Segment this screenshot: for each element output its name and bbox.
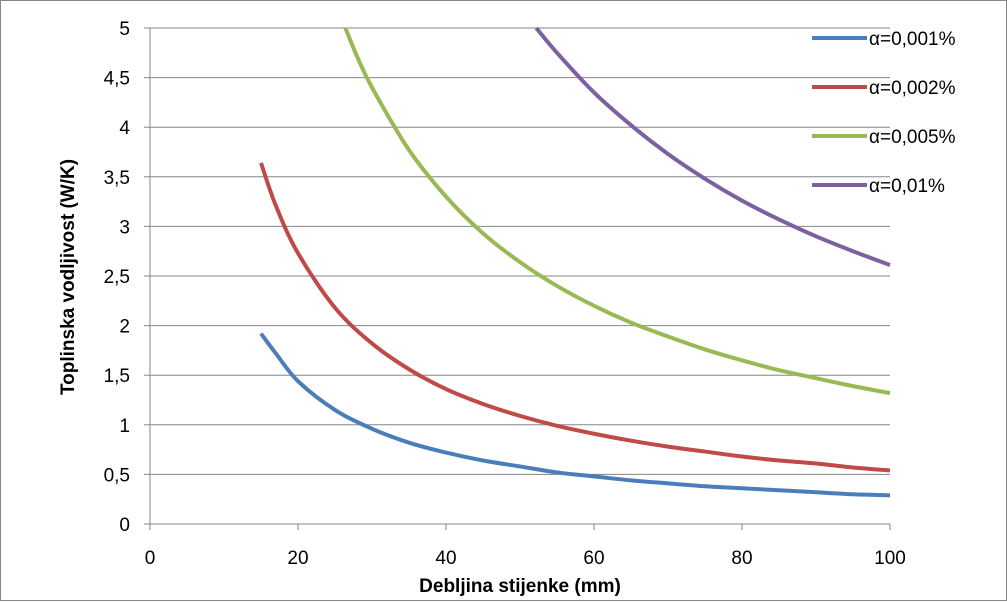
x-tick-label: 60 [583, 548, 604, 569]
series-line-3 [343, 27, 891, 396]
y-tick-label: 4,5 [104, 69, 130, 90]
y-tick-label: 1 [119, 416, 130, 437]
legend-label-1: α=0,001% [869, 29, 956, 50]
legend: α=0,001% α=0,002% α=0,005% α=0,01% [812, 29, 956, 197]
series-line-1 [259, 332, 891, 498]
y-tick-label: 2,5 [104, 267, 130, 288]
y-tick-label: 4 [119, 118, 130, 139]
y-tick-label: 1,5 [104, 366, 130, 387]
y-tick-label: 3,5 [104, 168, 130, 189]
x-tick-label: 0 [145, 548, 156, 569]
y-tick-label: 5 [119, 19, 130, 40]
y-tick-label: 2 [119, 317, 130, 338]
x-tick-label: 100 [874, 548, 906, 569]
y-tick-label: 0,5 [104, 465, 130, 486]
series-line-2 [259, 162, 891, 473]
x-tick-label: 20 [287, 548, 308, 569]
y-axis-title: Toplinska vodljivost (W/K) [58, 159, 79, 395]
y-tick-label: 0 [119, 515, 130, 536]
y-tick-label: 3 [119, 217, 130, 238]
x-tick-label: 80 [731, 548, 752, 569]
legend-label-3: α=0,005% [869, 127, 956, 148]
tick-labels: 0 0,5 1 1,5 2 2,5 3 3,5 4 4,5 5 0 20 40 60 80 100 [104, 19, 906, 569]
series-line-4 [534, 26, 891, 267]
axes [144, 27, 891, 530]
series-lines [259, 26, 891, 498]
legend-label-2: α=0,002% [869, 78, 956, 99]
legend-label-4: α=0,01% [869, 176, 945, 197]
x-tick-label: 40 [435, 548, 456, 569]
grid-lines [150, 27, 890, 475]
x-axis-title: Debljina stijenke (mm) [419, 576, 621, 597]
